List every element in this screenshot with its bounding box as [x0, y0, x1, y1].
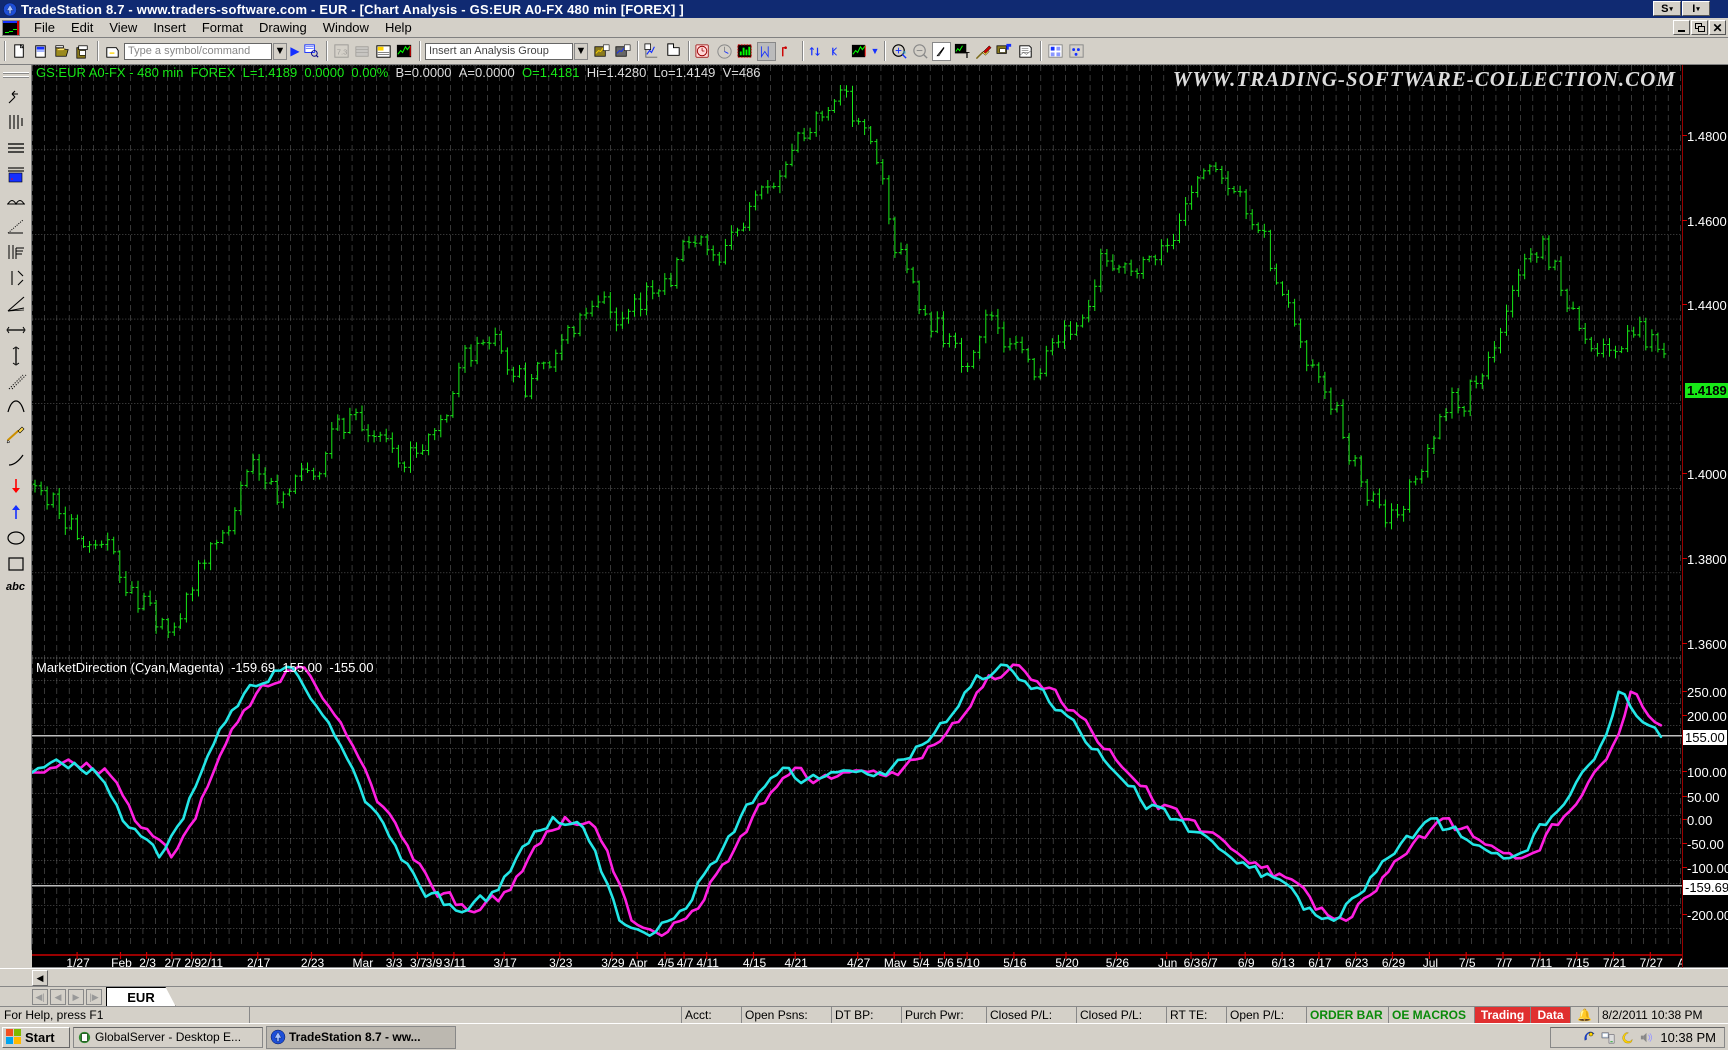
- svg-text:7.3: 7.3: [337, 47, 348, 56]
- svg-text:T: T: [964, 50, 970, 60]
